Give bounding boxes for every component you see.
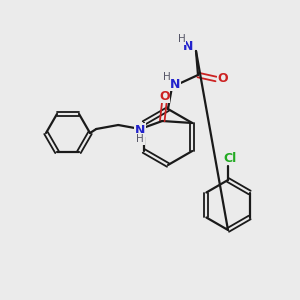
Text: N: N — [183, 40, 193, 52]
Text: O: O — [159, 89, 169, 103]
Text: N: N — [170, 77, 180, 91]
Text: H: H — [178, 34, 186, 44]
Text: N: N — [135, 124, 146, 136]
Text: H: H — [163, 72, 171, 82]
Text: H: H — [136, 134, 144, 144]
Text: Cl: Cl — [224, 152, 237, 164]
Text: O: O — [218, 73, 228, 85]
